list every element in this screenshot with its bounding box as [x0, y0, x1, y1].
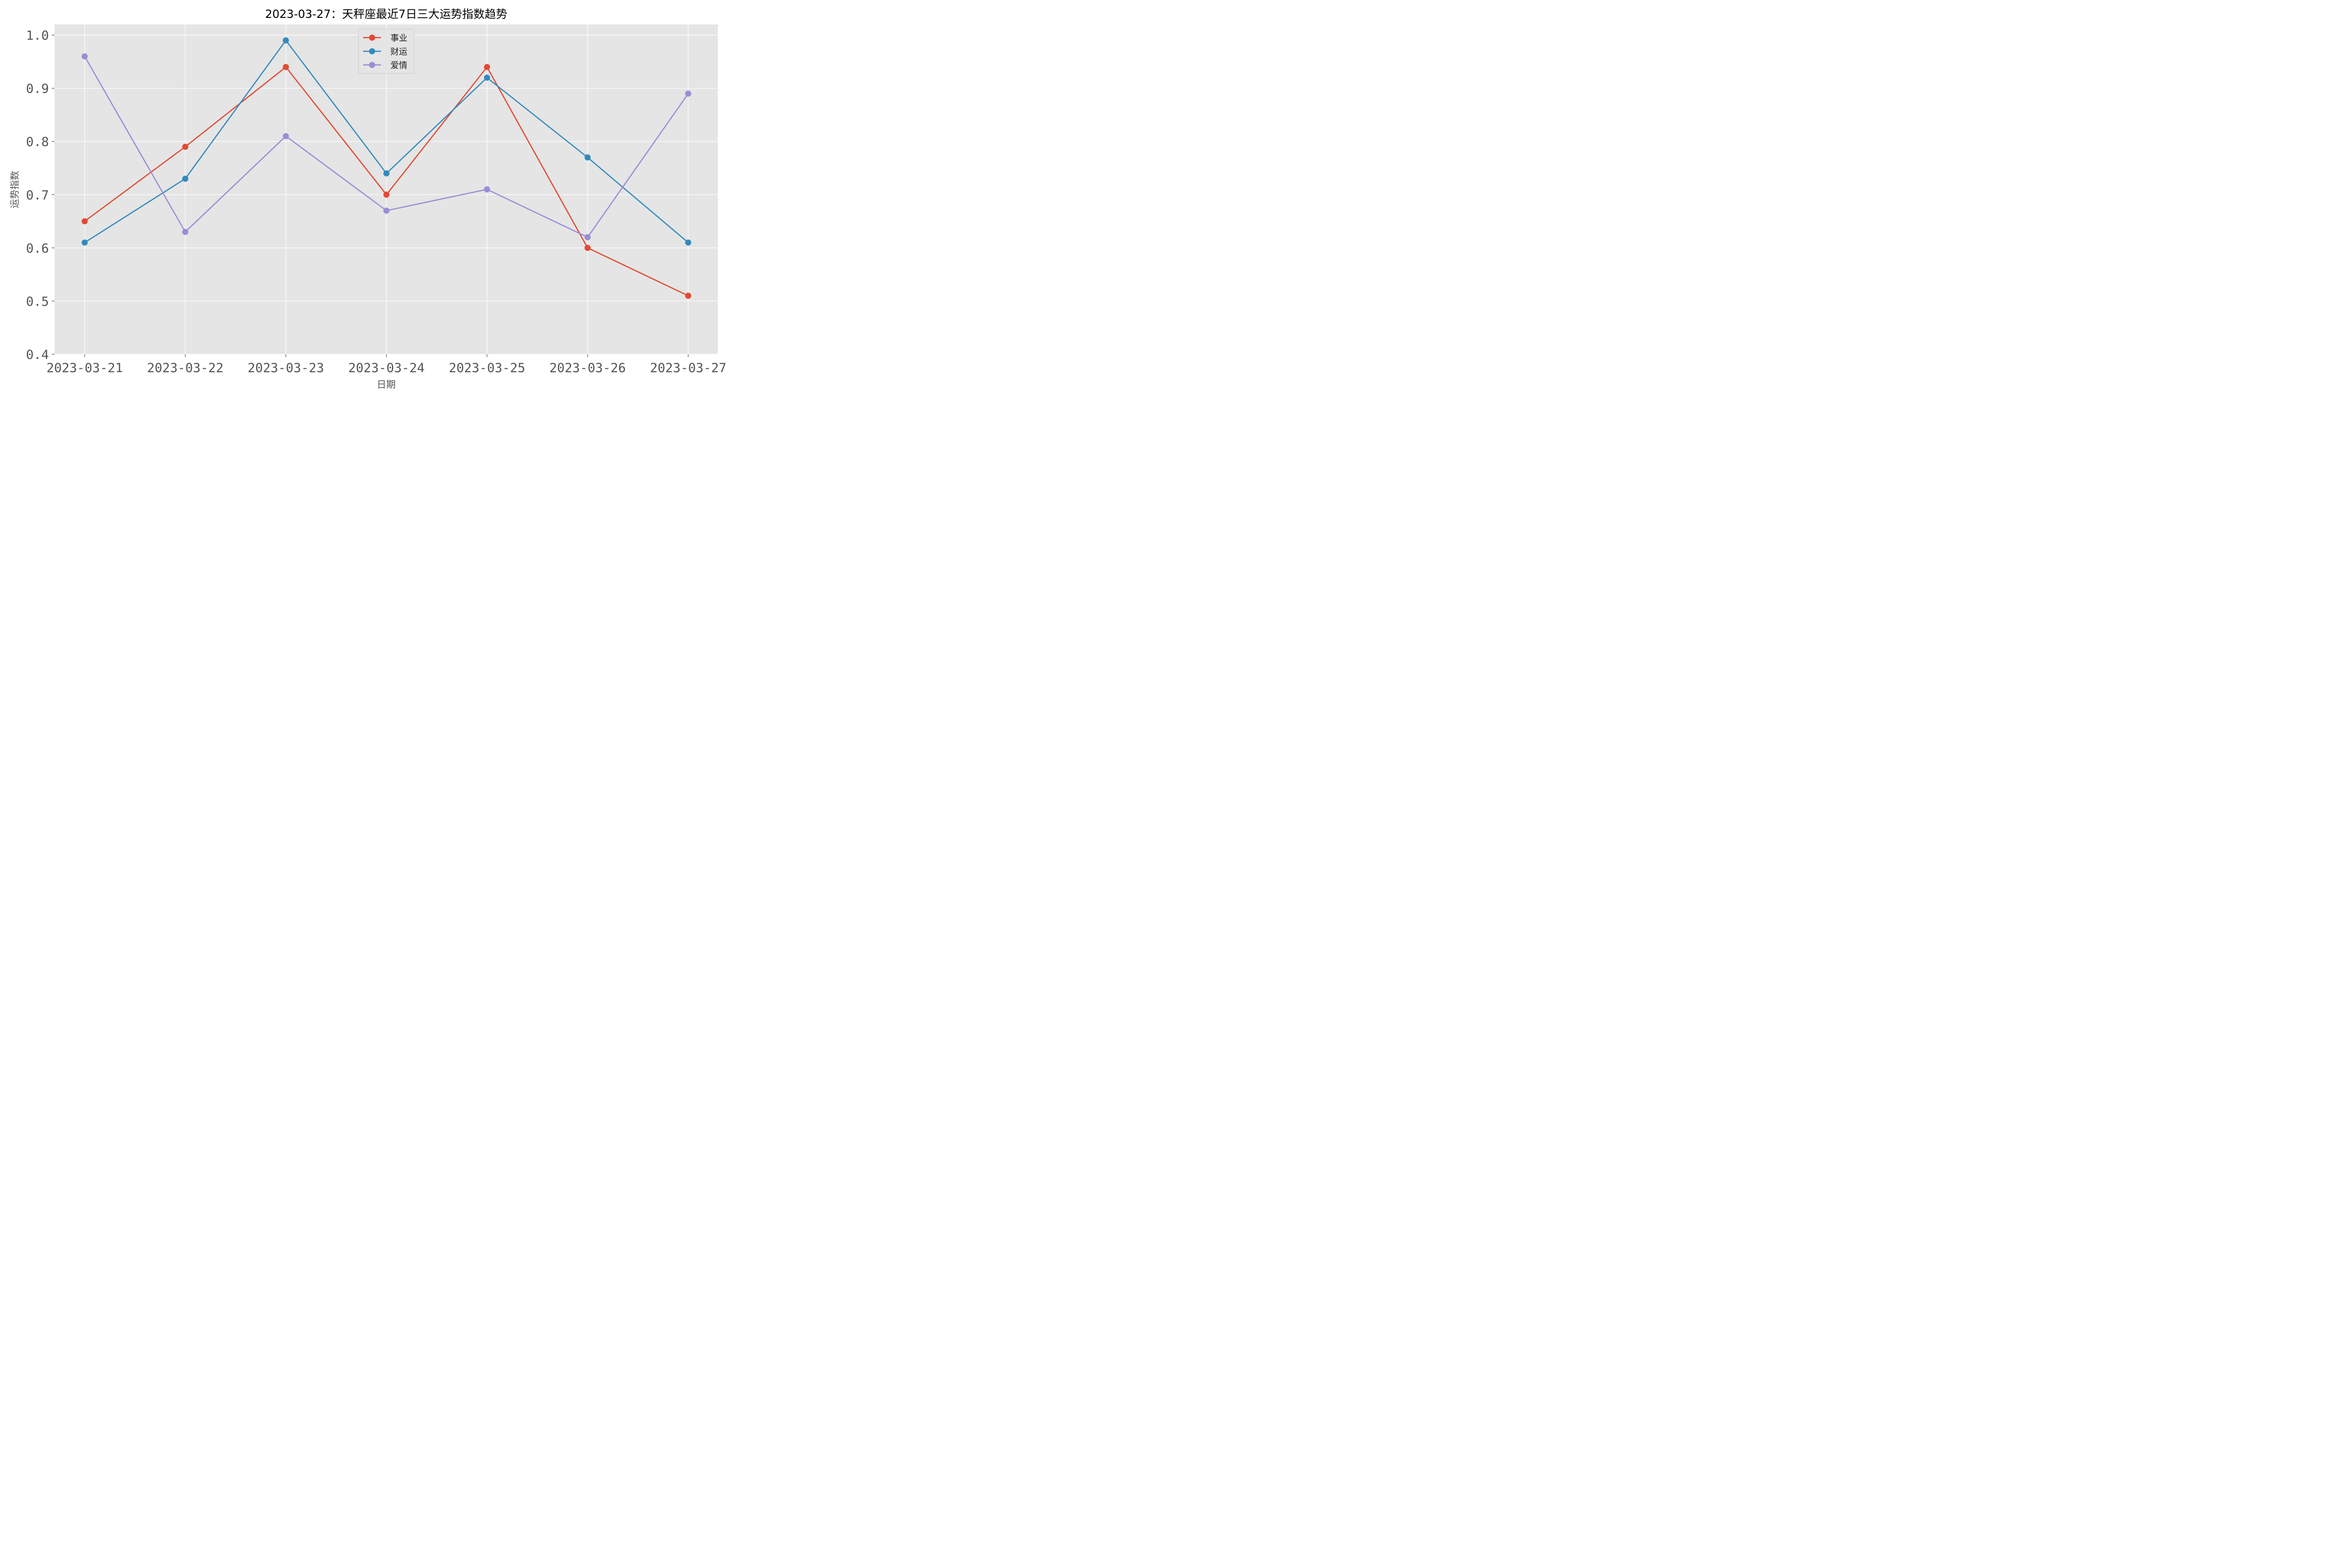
chart-title: 2023-03-27：天秤座最近7日三大运势指数趋势: [265, 8, 508, 21]
legend-marker: [369, 48, 375, 55]
x-axis-label: 日期: [377, 379, 396, 390]
data-point: [685, 90, 691, 97]
data-point: [484, 186, 490, 192]
legend-label: 事业: [390, 33, 407, 43]
x-tick-label: 2023-03-22: [147, 361, 224, 375]
data-point: [484, 74, 490, 81]
y-tick-label: 0.4: [26, 348, 49, 362]
data-point: [584, 245, 591, 251]
data-point: [81, 53, 88, 60]
x-tick-label: 2023-03-27: [650, 361, 727, 375]
data-point: [584, 234, 591, 240]
data-point: [484, 64, 490, 70]
x-tick-label: 2023-03-26: [549, 361, 626, 375]
data-point: [283, 64, 289, 70]
data-point: [383, 207, 389, 214]
data-point: [81, 218, 88, 224]
data-point: [283, 37, 289, 44]
x-tick-label: 2023-03-25: [449, 361, 525, 375]
series-事业: [81, 64, 691, 299]
y-axis-label: 运势指数: [9, 171, 20, 208]
data-point: [383, 191, 389, 198]
x-tick-label: 2023-03-21: [47, 361, 123, 375]
data-point: [383, 170, 389, 177]
series-爱情: [81, 53, 691, 240]
y-tick-label: 0.8: [26, 135, 49, 150]
data-point: [584, 154, 591, 161]
legend-marker: [369, 62, 375, 68]
y-tick-label: 0.7: [26, 188, 49, 203]
y-tick-label: 0.9: [26, 82, 49, 96]
series-财运: [81, 37, 691, 246]
tick-labels: 2023-03-21 2023-03-22 2023-03-23 2023-03-24…: [26, 29, 726, 375]
data-point: [685, 293, 691, 299]
y-tick-label: 0.5: [26, 294, 49, 309]
data-point: [81, 239, 88, 246]
data-point: [182, 229, 189, 235]
data-point: [685, 239, 691, 246]
legend-marker: [369, 34, 375, 41]
legend-label: 爱情: [390, 61, 407, 71]
data-point: [283, 133, 289, 139]
line-chart: 2023-03-21 2023-03-22 2023-03-23 2023-03-24…: [9, 8, 726, 390]
chart: 2023-03-21 2023-03-22 2023-03-23 2023-03-24…: [0, 0, 734, 395]
x-tick-label: 2023-03-24: [348, 361, 425, 375]
legend-label: 财运: [390, 47, 407, 57]
x-tick-label: 2023-03-23: [247, 361, 324, 375]
data-point: [182, 143, 189, 150]
y-tick-label: 1.0: [26, 29, 49, 43]
data-point: [182, 175, 189, 182]
series-group: [81, 37, 691, 299]
y-tick-label: 0.6: [26, 241, 49, 256]
